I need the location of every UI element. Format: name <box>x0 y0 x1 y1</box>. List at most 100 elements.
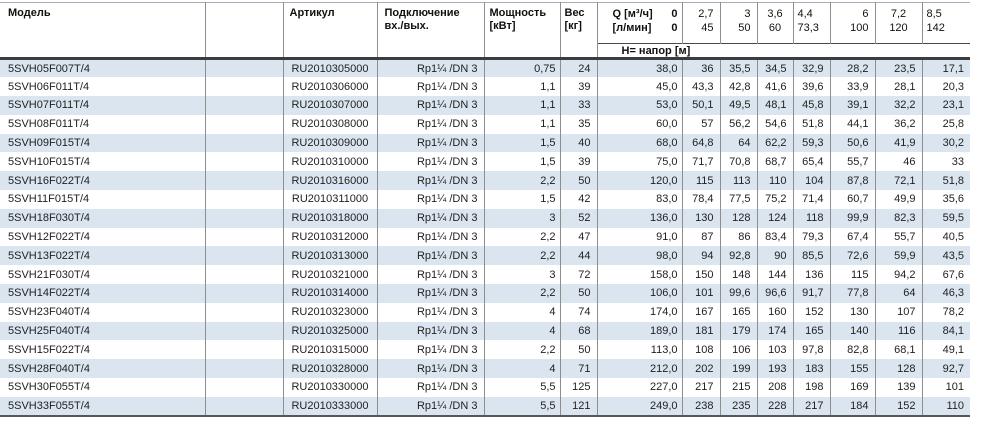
head-cell: 68,7 <box>757 152 794 172</box>
model-cell: 5SVH23F040T/4 <box>0 302 206 322</box>
connection-cell: Rp1¼ /DN 3 <box>377 152 485 172</box>
table-row: 5SVH11F015T/4 RU2010311000 Rp1¼ /DN 3 1,5 42… <box>0 190 970 209</box>
head-cell: 30,2 <box>922 133 970 153</box>
flow-m3h-zero: 0 <box>671 8 678 20</box>
head-cell: 167 <box>682 302 721 322</box>
model-cell: 5SVH11F015T/4 <box>0 190 206 209</box>
head-at-q0-cell: 60,0 <box>597 114 683 134</box>
flow-m3h-label: Q [м³/ч] <box>612 8 653 20</box>
flow-q-value: 3 <box>744 8 751 20</box>
head-at-q0-cell: 53,0 <box>597 96 683 115</box>
weight-cell: 39 <box>560 77 598 97</box>
power-cell: 1,5 <box>484 190 561 209</box>
head-cell: 40,5 <box>942 231 964 244</box>
flow-q-value: 6 <box>862 8 869 20</box>
head-cell: 56,2 <box>720 114 758 134</box>
head-cell: 165 <box>793 321 831 341</box>
article-cell: RU2010323000 <box>283 302 378 322</box>
head-cell: 77,5 <box>720 190 758 209</box>
head-cell: 128 <box>875 359 923 379</box>
table-row: 5SVH06F011T/4 RU2010306000 Rp1¼ /DN 3 1,1 39… <box>0 77 970 97</box>
weight-cell: 125 <box>560 378 598 397</box>
head-cell: 20,3 <box>942 80 964 93</box>
head-cell: 90 <box>757 246 794 266</box>
article-cell: RU2010312000 <box>283 227 378 247</box>
weight-cell: 40 <box>560 133 598 153</box>
power-cell: 3 <box>484 265 561 285</box>
article-cell: RU2010311000 <box>283 190 378 209</box>
table-row: 5SVH16F022T/4 RU2010316000 Rp1¼ /DN 3 2,2 50… <box>0 171 970 191</box>
connection-cell: Rp1¼ /DN 3 <box>377 321 485 341</box>
spacer-cell <box>205 321 284 341</box>
article-cell: RU2010328000 <box>283 359 378 379</box>
flow-q-value: 7,2 <box>890 8 907 20</box>
head-cell: 208 <box>757 378 794 397</box>
article-cell: RU2010314000 <box>283 284 378 303</box>
flow-lpm-value: 50 <box>738 22 751 34</box>
flow-lpm-value: 60 <box>768 22 782 34</box>
head-cell: 165 <box>720 302 758 322</box>
head-units-label: Н= напор [м] <box>597 43 970 59</box>
head-cell: 50,1 <box>682 96 721 115</box>
connection-header-line1: Подключение <box>384 7 460 19</box>
article-cell: RU2010325000 <box>283 321 378 341</box>
table-row: 5SVH28F040T/4 RU2010328000 Rp1¼ /DN 3 4 71 21… <box>0 359 970 379</box>
table-body: 5SVH05F007T/4 RU2010305000 Rp1¼ /DN 3 0,75 2… <box>0 57 970 417</box>
power-cell: 1,1 <box>484 77 561 97</box>
spacer-cell <box>205 359 284 379</box>
head-at-q0-cell: 120,0 <box>597 171 683 191</box>
spacer-cell <box>205 378 284 397</box>
flow-lpm-value: 73,3 <box>797 22 819 34</box>
head-cell: 49,5 <box>720 96 758 115</box>
connection-cell: Rp1¼ /DN 3 <box>377 302 485 322</box>
connection-cell: Rp1¼ /DN 3 <box>377 133 485 153</box>
head-cell: 78,2 <box>942 306 964 319</box>
weight-header-line2: [кг] <box>564 20 582 32</box>
col-header-model: Модель <box>0 2 206 59</box>
head-cell: 67,4 <box>830 227 876 247</box>
head-cell: 57 <box>682 114 721 134</box>
article-cell: RU2010315000 <box>283 340 378 360</box>
head-cell: 144 <box>757 265 794 285</box>
model-cell: 5SVH13F022T/4 <box>0 246 206 266</box>
power-cell: 1,5 <box>484 133 561 153</box>
head-cell: 110 <box>757 171 794 191</box>
head-cell: 28,1 <box>875 77 923 97</box>
connection-cell: Rp1¼ /DN 3 <box>377 96 485 115</box>
weight-cell: 72 <box>560 265 598 285</box>
model-cell: 5SVH28F040T/4 <box>0 359 206 379</box>
connection-cell: Rp1¼ /DN 3 <box>377 57 485 78</box>
head-cell: 34,5 <box>757 57 794 78</box>
head-cell: 116 <box>875 321 923 341</box>
head-cell: 199 <box>720 359 758 379</box>
head-cell: 44,1 <box>830 114 876 134</box>
head-cell: 33 <box>951 155 964 168</box>
head-cell: 48,1 <box>757 96 794 115</box>
head-cell: 79,3 <box>793 227 831 247</box>
model-cell: 5SVH33F055T/4 <box>0 396 206 417</box>
head-cell: 96,6 <box>757 284 794 303</box>
head-cell: 235 <box>720 396 758 417</box>
spacer-cell <box>205 227 284 247</box>
head-cell: 101 <box>945 381 964 394</box>
spacer-cell <box>205 246 284 266</box>
col-header-flow-units: Q [м³/ч] 0 [л/мин] 0 <box>597 2 683 44</box>
head-cell: 140 <box>830 321 876 341</box>
head-cell: 108 <box>682 340 721 360</box>
weight-cell: 68 <box>560 321 598 341</box>
head-cell: 41,6 <box>757 77 794 97</box>
head-at-q0-cell: 45,0 <box>597 77 683 97</box>
head-cell: 150 <box>682 265 721 285</box>
model-cell: 5SVH16F022T/4 <box>0 171 206 191</box>
head-cell: 75,2 <box>757 190 794 209</box>
head-cell: 64 <box>720 133 758 153</box>
model-cell: 5SVH14F022T/4 <box>0 284 206 303</box>
col-header-weight: Вес [кг] <box>560 2 598 59</box>
power-header-line2: [кВт] <box>489 20 516 32</box>
table-row: 5SVH23F040T/4 RU2010323000 Rp1¼ /DN 3 4 74 17… <box>0 302 970 322</box>
head-at-q0-cell: 68,0 <box>597 133 683 153</box>
power-cell: 2,2 <box>484 284 561 303</box>
head-cell: 41,9 <box>875 133 923 153</box>
head-cell: 152 <box>793 302 831 322</box>
head-cell: 49,9 <box>875 190 923 209</box>
